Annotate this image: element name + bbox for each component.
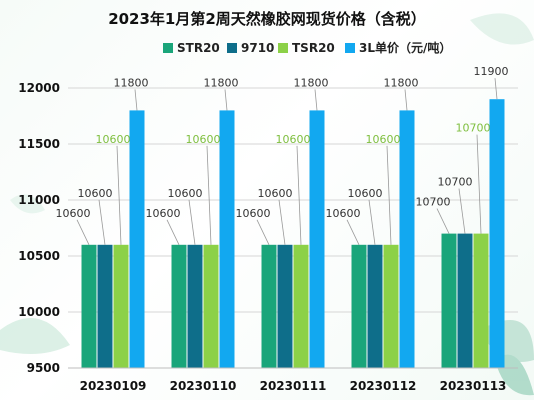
y-tick-label: 11000: [18, 193, 60, 207]
legend: STR20 9710 TSR20 3L单价（元/吨）: [163, 40, 451, 55]
bar: [81, 244, 97, 368]
data-label: 10600: [146, 207, 181, 220]
leader-line: [368, 199, 376, 245]
leader-line: [98, 199, 106, 245]
bar: [351, 244, 367, 368]
bar: [277, 244, 293, 368]
leader-line: [166, 219, 180, 245]
leader-line: [188, 199, 196, 245]
leader-line: [436, 208, 450, 234]
bar: [383, 244, 399, 368]
bar: [489, 99, 505, 368]
legend-label: STR20: [177, 41, 220, 55]
data-label: 10600: [186, 133, 221, 146]
data-label: 11800: [114, 76, 149, 89]
data-label: 10600: [276, 133, 311, 146]
bar: [261, 244, 277, 368]
bar: [171, 244, 187, 368]
data-label: 11800: [204, 76, 239, 89]
bar: [399, 110, 415, 369]
bar: [457, 233, 473, 368]
data-label: 11800: [294, 76, 329, 89]
x-tick-label: 20230113: [440, 379, 507, 393]
x-axis: 20230109 20230110 20230111 20230112 20230113: [68, 367, 518, 393]
data-label: 10700: [438, 176, 473, 189]
bar: [203, 244, 219, 368]
leader-line: [116, 145, 122, 245]
leader-line: [494, 78, 498, 100]
y-tick-label: 11500: [18, 137, 60, 151]
legend-swatch: [227, 43, 237, 53]
leader-line: [476, 134, 482, 234]
legend-swatch: [345, 43, 355, 53]
leader-line: [458, 188, 466, 234]
y-tick-label: 9500: [27, 361, 60, 375]
x-tick-label: 20230112: [350, 379, 417, 393]
data-label: 10700: [456, 122, 491, 135]
leader-line: [386, 145, 392, 245]
data-label: 11800: [384, 76, 419, 89]
leader-line: [206, 145, 212, 245]
legend-swatch: [278, 43, 288, 53]
bar: [473, 233, 489, 368]
data-label: 10600: [56, 207, 91, 220]
legend-label: 3L单价（元/吨）: [359, 40, 451, 55]
y-tick-label: 12000: [18, 81, 60, 95]
bar: [129, 110, 145, 369]
leader-line: [256, 219, 270, 245]
bar: [367, 244, 383, 368]
background-decoration: [0, 13, 534, 396]
leader-line: [76, 219, 90, 245]
legend-label: TSR20: [292, 41, 335, 55]
bar: [309, 110, 325, 369]
data-label: 10600: [348, 187, 383, 200]
leader-line: [134, 89, 138, 111]
leader-line: [314, 89, 318, 111]
legend-label: 9710: [241, 41, 274, 55]
y-axis: 9500 10000 10500 11000 11500 12000: [18, 81, 60, 375]
leader-line: [224, 89, 228, 111]
data-label: 10600: [366, 133, 401, 146]
data-labels: 10600 10600 10600 11800 10600 10600 10600 11800…: [56, 65, 509, 245]
bar: [113, 244, 129, 368]
bars: [81, 99, 505, 369]
leader-line: [278, 199, 286, 245]
data-label: 10700: [416, 196, 451, 209]
data-label: 10600: [96, 133, 131, 146]
y-tick-label: 10000: [18, 305, 60, 319]
leader-line: [296, 145, 302, 245]
bar: [441, 233, 457, 368]
bar: [97, 244, 113, 368]
data-label: 10600: [78, 187, 113, 200]
data-label: 10600: [258, 187, 293, 200]
x-tick-label: 20230111: [260, 379, 327, 393]
chart-title: 2023年1月第2周天然橡胶网现货价格（含税）: [108, 10, 426, 28]
bar: [293, 244, 309, 368]
leader-line: [346, 219, 360, 245]
x-tick-label: 20230109: [80, 379, 147, 393]
data-label: 10600: [326, 207, 361, 220]
y-tick-label: 10500: [18, 249, 60, 263]
bar: [187, 244, 203, 368]
data-label: 10600: [236, 207, 271, 220]
x-tick-label: 20230110: [170, 379, 237, 393]
leader-line: [404, 89, 408, 111]
data-label: 10600: [168, 187, 203, 200]
data-label: 11900: [474, 65, 509, 78]
legend-swatch: [163, 43, 173, 53]
bar: [219, 110, 235, 369]
